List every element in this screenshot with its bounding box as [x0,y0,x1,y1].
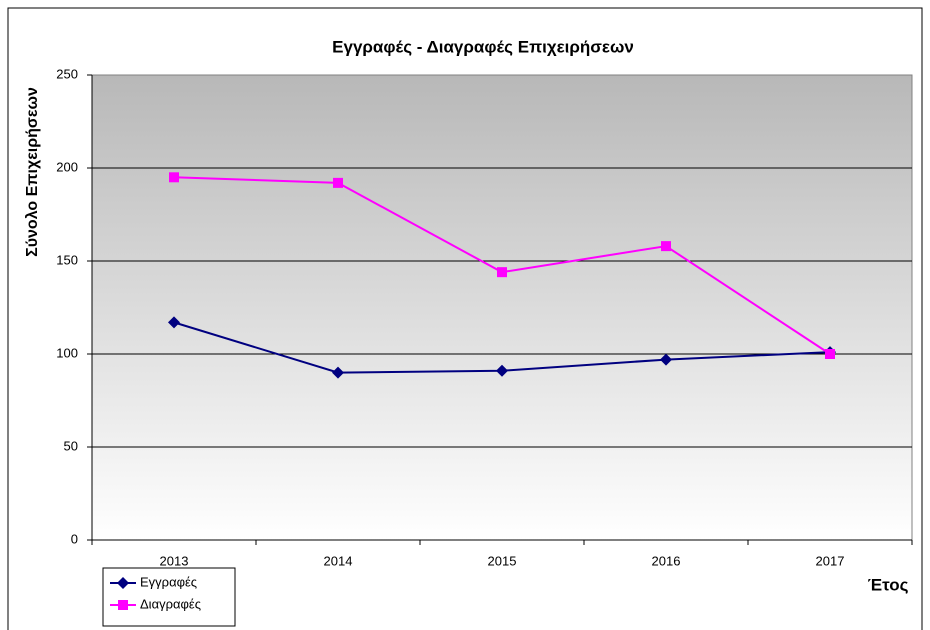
legend [102,567,236,627]
x-tick-label: 2016 [652,553,681,568]
y-tick-label: 100 [56,345,78,360]
marker [661,241,671,252]
marker [332,366,344,379]
legend-marker [118,600,128,610]
x-tick-label: 2017 [816,553,845,568]
marker [168,316,180,329]
x-tick-label: 2013 [160,553,189,568]
marker [825,349,835,359]
y-tick-label: 200 [56,159,78,174]
chart-title: Εγγραφές - Διαγραφές Επιχειρήσεων [332,37,634,56]
plot-area [91,74,913,541]
y-tick-label: 0 [71,531,78,546]
marker [496,364,508,377]
legend-label: Διαγραφές [140,596,201,611]
y-tick-label: 50 [64,438,78,453]
y-tick-label: 150 [56,252,78,267]
x-tick-label: 2015 [488,553,517,568]
y-tick-label: 250 [56,66,78,81]
x-tick-label: 2014 [324,553,353,568]
x-axis-label: Έτος [868,575,909,594]
legend-label: Εγγραφές [140,574,197,589]
marker [660,353,672,366]
marker [333,177,343,188]
marker [497,267,507,278]
marker [169,172,179,183]
legend-marker [117,577,129,589]
y-axis-label: Σύνολο Επιχειρήσεων [24,87,41,257]
